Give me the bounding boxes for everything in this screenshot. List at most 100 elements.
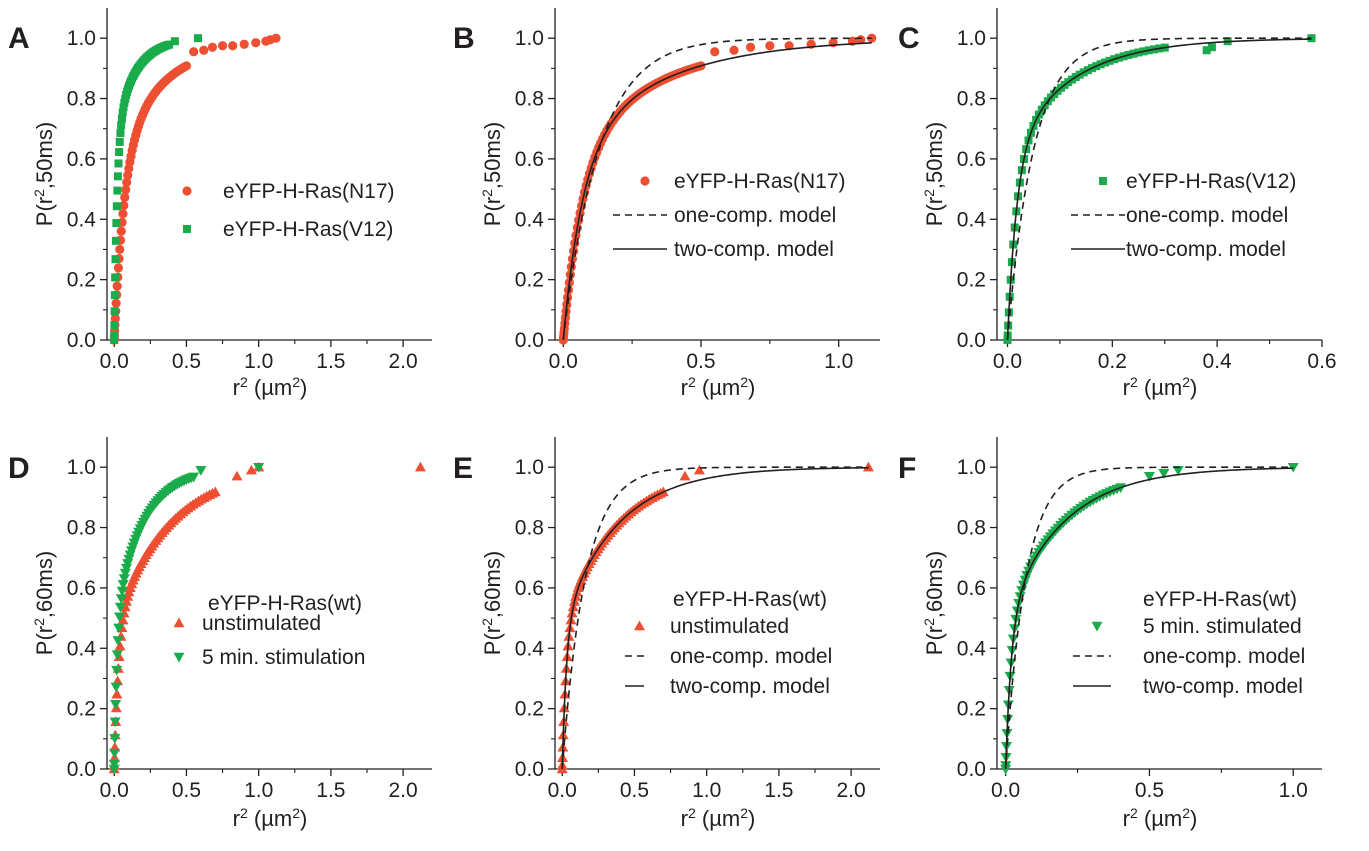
x-axis-label-part: (µm (1138, 806, 1182, 831)
data-point (114, 602, 126, 613)
y-tick-label: 1.0 (67, 27, 96, 50)
legend-marker (173, 652, 185, 663)
data-point (189, 47, 199, 57)
data-point (116, 129, 125, 138)
legend-marker (1099, 177, 1107, 185)
one-comp-model-curve (561, 466, 869, 770)
legend-marker (182, 186, 192, 196)
x-axis-label: r2 (µm2) (681, 374, 756, 400)
data-point (115, 148, 124, 157)
legend-label: one-comp. model (674, 204, 836, 227)
data-point (110, 331, 119, 340)
data-point (113, 263, 123, 273)
legend-title: eYFP-H-Ras(wt) (1143, 588, 1297, 611)
y-tick-label: 0.6 (67, 577, 96, 600)
y-tick-label: 0.8 (957, 88, 986, 111)
y-tick-label: 1.0 (67, 456, 96, 479)
legend: eYFP-H-Ras(V12) one-comp. model two-comp. … (1071, 170, 1296, 261)
data-point (118, 574, 130, 584)
data-point (121, 185, 131, 195)
legend: eYFP-H-Ras(wt) unstimulated one-comp. mode… (625, 588, 832, 698)
x-axis-label-part: r (1123, 806, 1130, 831)
x-axis-label-part: r (233, 806, 240, 831)
y-tick-label: 0.6 (515, 577, 544, 600)
x-tick-label: 0.5 (172, 350, 201, 373)
y-tick-label: 0.6 (67, 148, 96, 171)
y-axis-label-part: ,50ms) (480, 122, 505, 189)
two-comp-model-curve (1006, 38, 1312, 341)
legend-label: one-comp. model (1143, 645, 1305, 668)
y-axis-label-sup: 2 (31, 189, 47, 197)
legend-label: unstimulated (670, 615, 789, 638)
data-point (117, 114, 126, 123)
data-point (117, 121, 126, 130)
data-point (120, 98, 129, 107)
x-axis-label-sup: 2 (292, 374, 300, 390)
series-2 (110, 34, 202, 344)
y-tick-label: 1.0 (515, 27, 544, 50)
y-axis-label-part: P(r (32, 626, 57, 655)
one-comp-model-curve (1006, 37, 1312, 341)
data-point (111, 273, 120, 282)
x-axis-label: r2 (µm2) (1123, 374, 1198, 400)
x-tick-label: 1.0 (824, 350, 853, 373)
y-axis-label-sup: 2 (479, 189, 495, 197)
data-point (116, 586, 128, 597)
data-point (119, 103, 128, 112)
data-point (170, 37, 179, 46)
legend-marker (173, 617, 185, 628)
x-axis-label-sup: 2 (688, 374, 696, 390)
x-axis-label-part: r (1123, 375, 1130, 400)
x-axis-label-part: (µm (696, 806, 740, 831)
chart-panel-e: E0.00.20.40.60.81.00.0 0.5 1.0 1.5 2.0r2 (µm… (453, 437, 880, 831)
data-point (119, 200, 129, 211)
data-point (110, 313, 120, 324)
x-tick-label: 0.5 (620, 779, 649, 802)
x-tick-label: 0.0 (993, 350, 1022, 373)
data-point (119, 568, 131, 579)
data-point (117, 614, 129, 625)
legend-label: 5 min. stimulated (1143, 615, 1302, 638)
two-comp-model-curve (562, 42, 872, 341)
y-tick-label: 0.4 (515, 208, 545, 231)
x-tick-label: 0.5 (172, 779, 201, 802)
data-point (110, 682, 122, 693)
data-point (231, 470, 243, 481)
legend-label: eYFP-H-Ras(N17) (223, 180, 395, 203)
y-axis-label: P(r2,60ms) (479, 551, 505, 655)
legend-marker (634, 620, 645, 631)
panel-letter: B (453, 22, 475, 55)
data-point (110, 307, 119, 316)
panel-letter: F (898, 452, 916, 485)
data-point (693, 464, 705, 475)
y-axis-label: P(r2,50ms) (31, 122, 57, 226)
x-axis-label-sup: 2 (292, 805, 300, 821)
y-axis-label-part: ,60ms) (922, 551, 947, 618)
legend-title: eYFP-H-Ras(wt) (208, 592, 362, 615)
x-axis-label-part: ) (300, 375, 307, 400)
y-tick-label: 0.0 (67, 758, 96, 781)
data-point (111, 665, 123, 676)
x-axis-label-part: ) (748, 806, 755, 831)
x-axis-label-part: (µm (696, 375, 740, 400)
data-point (115, 594, 127, 604)
legend-label: two-comp. model (1126, 238, 1286, 261)
data-point (194, 34, 202, 43)
x-axis-label-part: r (681, 375, 688, 400)
data-point (117, 580, 129, 590)
data-point (765, 41, 775, 51)
y-tick-label: 0.2 (67, 269, 96, 292)
chart-panel-a: A0.00.20.40.60.81.00.0 0.5 1.0 1.5 2.0r2 (µm… (8, 8, 432, 400)
data-point (414, 461, 426, 472)
data-point (111, 650, 123, 661)
x-axis-label-part: (µm (248, 806, 292, 831)
chart-panel-f: F0.00.20.40.60.81.00.0 0.5 1.0r2 (µm2)P(r2… (898, 437, 1322, 831)
data-point (1143, 472, 1155, 482)
data-point (112, 202, 121, 211)
data-point (110, 336, 119, 344)
x-axis-label-part: ) (1190, 806, 1197, 831)
data-point (111, 255, 120, 264)
one-comp-model-curve (562, 37, 872, 341)
data-point (253, 462, 265, 473)
